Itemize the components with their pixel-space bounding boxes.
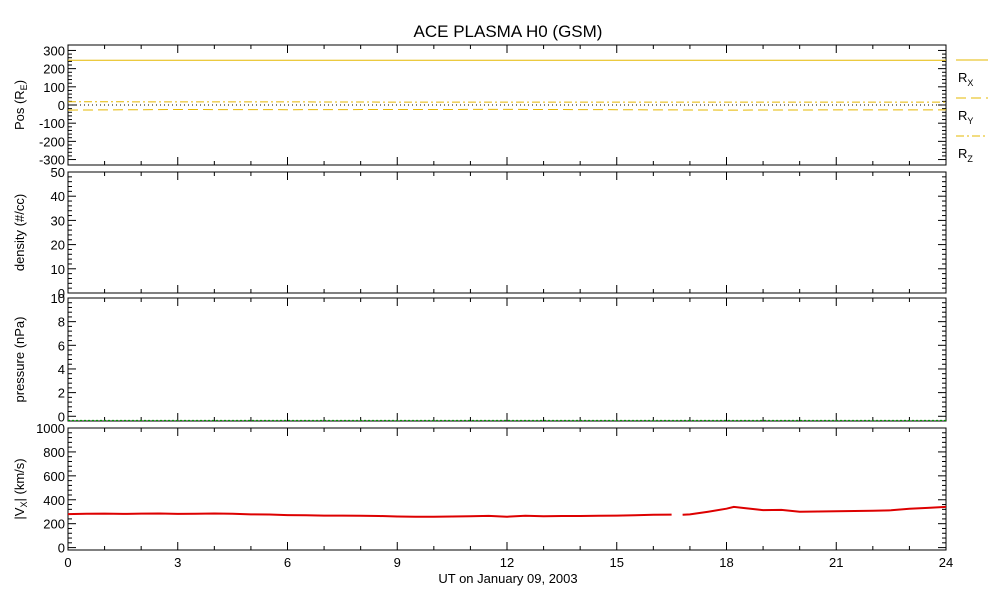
panel-pos: -300 -200 -100 0 100 200 300 Pos (RE) (12, 43, 947, 168)
chart-title: ACE PLASMA H0 (GSM) (414, 22, 603, 41)
y-tick-label: -100 (39, 116, 65, 131)
y-tick-label: 200 (43, 517, 65, 532)
y-tick-label: 1000 (36, 421, 65, 436)
panel-frame (67, 297, 947, 422)
y-tick-label: 0 (58, 541, 65, 556)
y-tick-label: 50 (51, 165, 65, 180)
y-tick-label: -300 (39, 153, 65, 168)
x-tick-label: 6 (284, 555, 291, 570)
y-tick-label: 6 (58, 338, 65, 353)
y-tick-label: 0 (58, 409, 65, 424)
legend-label-z: RZ (958, 146, 973, 164)
legend-label-text: R (958, 108, 967, 123)
y-axis-label-text: | (km/s) (12, 458, 27, 501)
panel-vx: 0 200 400 600 800 1000 |VX| (km/s) (12, 421, 947, 556)
series-line-vx-0 (682, 505, 947, 516)
y-tick-label: 20 (51, 238, 65, 253)
y-tick-label: 300 (43, 43, 65, 58)
legend-label-subscript: Y (967, 116, 973, 126)
y-tick-label: 800 (43, 445, 65, 460)
y-axis-label-text: density (#/cc) (12, 194, 27, 271)
panel-frame (67, 44, 947, 166)
x-axis-label: UT on January 09, 2003 (438, 571, 577, 586)
y-tick-label: 40 (51, 189, 65, 204)
x-tick-label: 24 (939, 555, 953, 570)
series-line-vx-0 (67, 512, 672, 518)
y-tick-label: 10 (51, 262, 65, 277)
legend-label-text: R (958, 146, 967, 161)
panel-density: 0 10 20 30 40 50 density (#/cc) (12, 165, 947, 301)
legend-label-x: RX (958, 70, 973, 88)
y-tick-label: 2 (58, 386, 65, 401)
legend-label-y: RY (958, 108, 973, 126)
x-tick-label: 21 (829, 555, 843, 570)
y-axis-label-text: |V (12, 507, 27, 519)
panel-pressure: 0 2 4 6 8 10 pressure (nPa) (12, 291, 947, 424)
x-tick-label: 9 (394, 555, 401, 570)
y-axis-label-subscript: X (19, 502, 29, 508)
y-axis-label-text: ) (12, 80, 27, 84)
y-tick-label: 100 (43, 80, 65, 95)
y-tick-label: 400 (43, 493, 65, 508)
series-line-pos-1 (67, 108, 946, 111)
panel-frame (67, 427, 947, 551)
y-axis-label: pressure (nPa) (12, 317, 27, 403)
y-tick-label: 4 (58, 362, 65, 377)
y-tick-label: 10 (51, 291, 65, 306)
legend-label-subscript: X (967, 78, 973, 88)
y-tick-label: 0 (58, 286, 65, 301)
y-axis-label-subscript: E (19, 84, 29, 90)
y-tick-label: -200 (39, 134, 65, 149)
y-tick-label: 30 (51, 213, 65, 228)
legend-label-subscript: Z (967, 154, 973, 164)
x-tick-label: 0 (64, 555, 71, 570)
x-tick-label: 12 (500, 555, 514, 570)
panel-frame (67, 171, 947, 294)
x-tick-label: 15 (610, 555, 624, 570)
legend-label-text: R (958, 70, 967, 85)
y-axis-label: |VX| (km/s) (12, 458, 29, 519)
y-axis-label: density (#/cc) (12, 194, 27, 271)
y-axis-label-text: Pos (R (12, 90, 27, 130)
y-axis-label-text: pressure (nPa) (12, 317, 27, 403)
x-tick-label: 3 (174, 555, 181, 570)
x-axis: 0 3 6 9 12 15 18 21 24 (64, 555, 953, 570)
y-tick-label: 0 (58, 98, 65, 113)
y-tick-label: 600 (43, 469, 65, 484)
y-axis-label: Pos (RE) (12, 80, 29, 130)
x-tick-label: 18 (719, 555, 733, 570)
y-tick-label: 8 (58, 315, 65, 330)
y-tick-label: 200 (43, 62, 65, 77)
